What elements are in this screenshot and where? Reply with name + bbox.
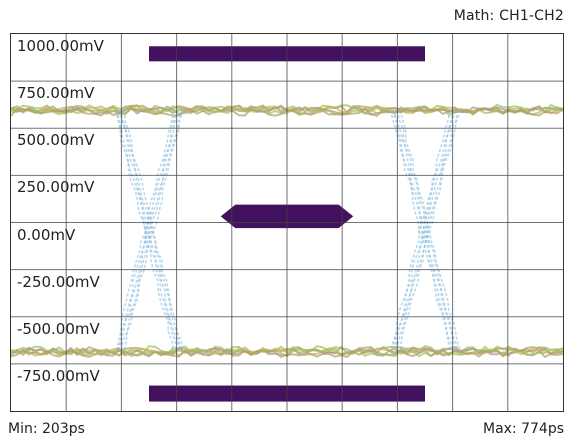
y-tick-label: -250.00mV [17,272,100,291]
crossing-1-rise-trace-2 [115,110,178,352]
y-tick-label: 250.00mV [17,178,95,197]
crossing-1-rise-trace-4 [120,109,183,352]
eye-diagram-plot: 1000.00mV 750.00mV 500.00mV 250.00mV 0.00mV -… [10,33,564,412]
y-tick-label: 0.00mV [17,225,76,244]
eye-diagram-svg [11,34,563,411]
crossing-1-fall-trace-2 [116,110,177,352]
math-channel-title: Math: CH1-CH2 [453,8,564,24]
crossing-1-fall-trace-4 [120,110,182,352]
crossing-1-rise-trace-5 [122,110,185,352]
max-time-label: Max: 774ps [482,421,564,437]
crossing-2-fall-trace-3 [392,110,456,352]
crossing-1-fall-trace-1 [114,110,175,352]
crossing-1-fall-trace-3 [117,110,181,352]
y-tick-label: 1000.00mV [17,37,104,55]
crossing-1-fall-trace-5 [123,110,184,352]
crossing-2-fall-trace-1 [389,110,452,352]
crossing-2-rise-trace-1 [390,110,452,352]
crossing-2-rise-trace-2 [392,110,454,352]
y-tick-label: 500.00mV [17,131,95,150]
crossing-1-rise-trace-3 [118,110,179,352]
y-tick-label: 750.00mV [17,84,95,103]
crossing-2-fall-trace-2 [391,110,455,352]
y-tick-label: -500.00mV [17,319,100,338]
crossing-2-fall-trace-5 [399,110,462,352]
min-time-label: Min: 203ps [8,421,85,437]
y-tick-label: -750.00mV [17,366,100,385]
crossing-1-rise-trace-1 [115,110,175,352]
crossing-2-rise-trace-5 [399,110,462,352]
crossing-2-rise-trace-4 [395,110,459,352]
